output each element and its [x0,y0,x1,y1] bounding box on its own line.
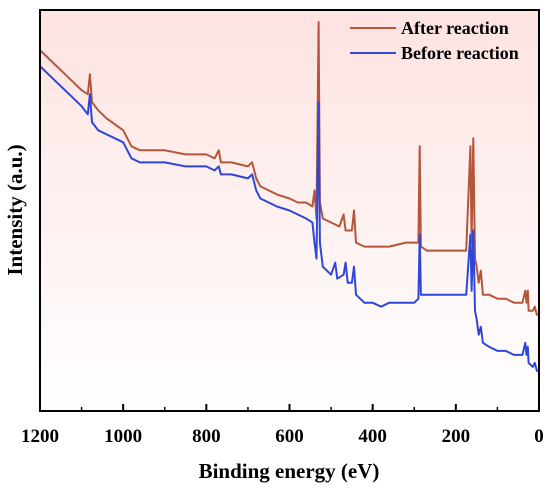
x-tick-label: 1200 [21,426,59,447]
series-line-before-reaction [39,65,539,372]
x-tick-label: 1000 [104,426,142,447]
x-tick-label: 0 [534,426,544,447]
y-axis-label: Intensity (a.u.) [3,144,27,275]
legend: After reaction Before reaction [350,18,519,63]
legend-label-after: After reaction [401,18,509,38]
series-layer [39,21,539,372]
x-tick-label: 200 [442,426,471,447]
x-axis-label: Binding energy (eV) [199,459,380,483]
series-line-after-reaction [39,21,539,316]
x-tick-label: 400 [358,426,387,447]
x-tick-label: 800 [192,426,221,447]
x-tick-label: 600 [275,426,304,447]
x-ticks: 1200 1000 800 600 400 200 0 [21,404,544,447]
legend-label-before: Before reaction [401,43,519,63]
